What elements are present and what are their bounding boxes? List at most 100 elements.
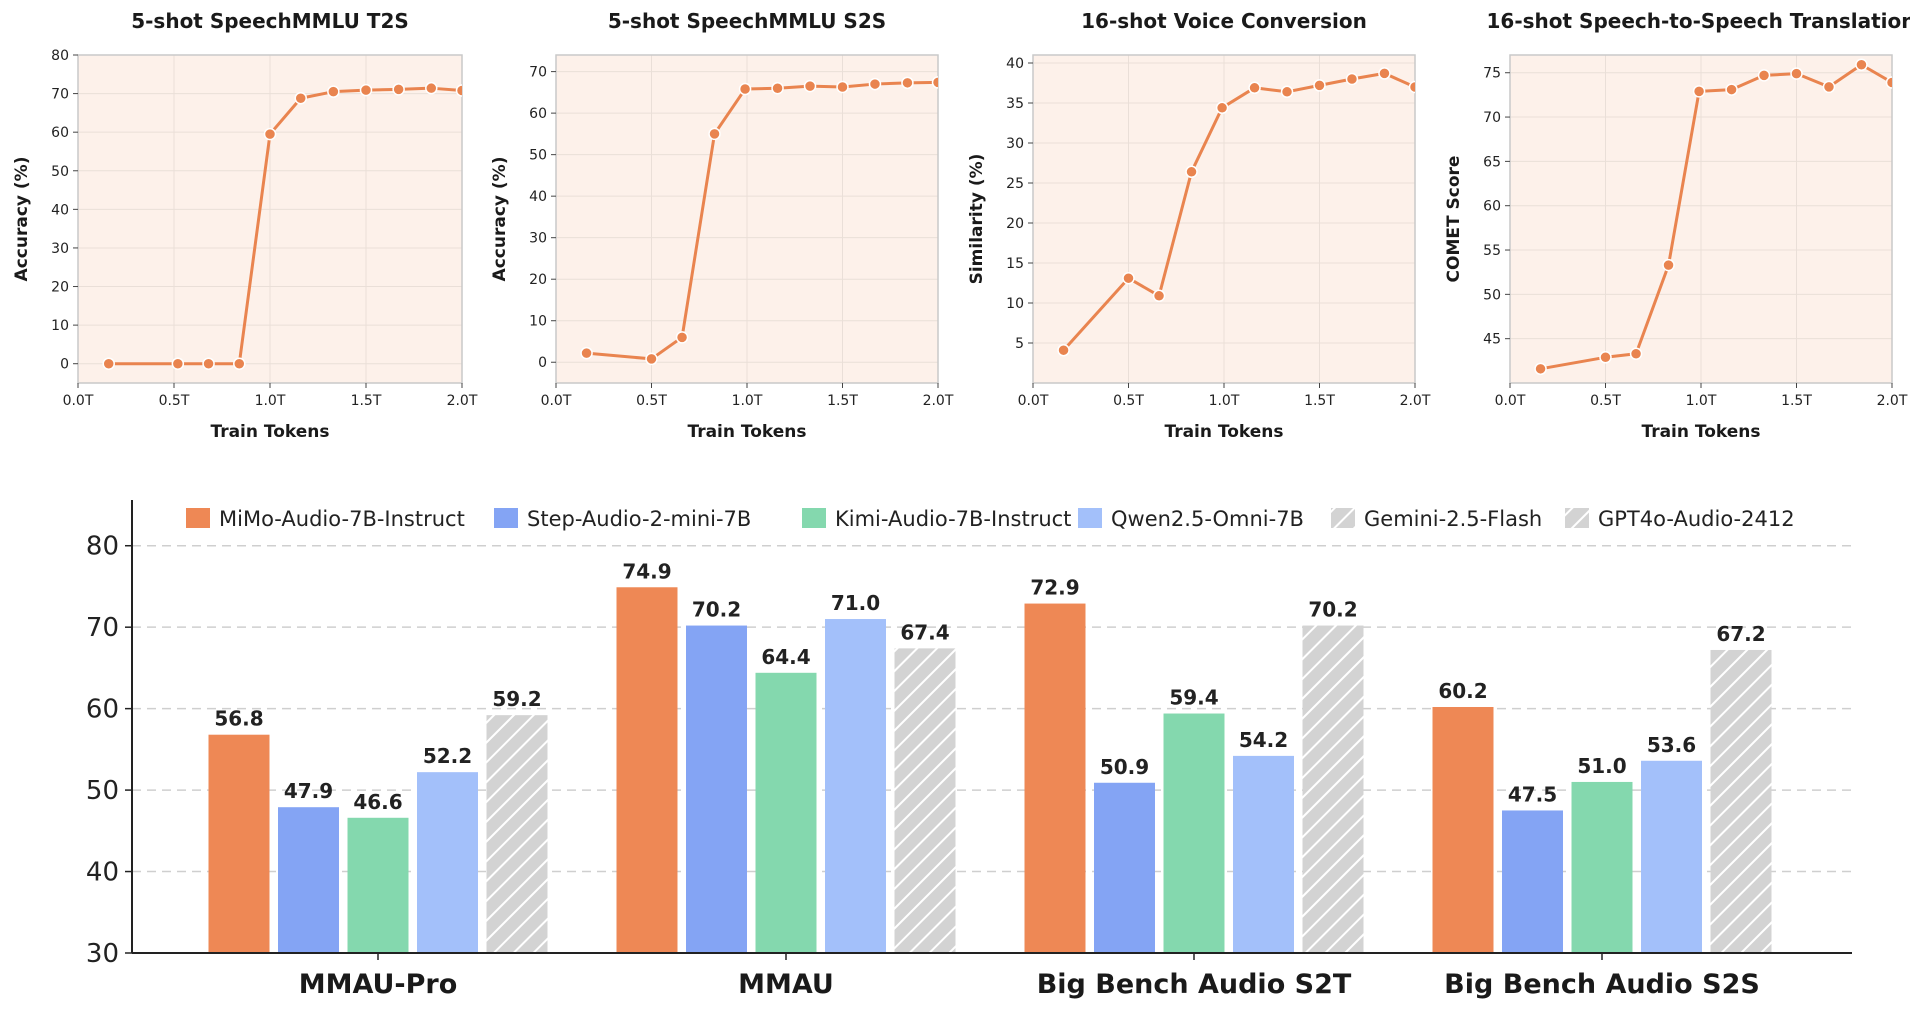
data-point [738, 82, 752, 96]
x-tick-label: 2.0T [447, 393, 478, 409]
bar-panel: 30 40 50 60 70 80 56.8 47.9 46.6 52.2 59.2 MMAU-Pro… [86, 500, 1852, 1000]
data-point [171, 357, 185, 370]
data-point [1885, 76, 1892, 89]
y-tick-label: 50 [86, 776, 119, 806]
legend-swatch [1565, 508, 1589, 528]
data-point [1534, 362, 1547, 376]
data-point [1855, 58, 1868, 72]
y-axis-label: Accuracy (%) [12, 157, 32, 282]
x-tick-label: 0.0T [541, 393, 572, 409]
legend-label: MiMo-Audio-7B-Instruct [219, 507, 465, 531]
y-tick-label: 0 [538, 355, 547, 371]
y-tick-label: 30 [51, 241, 69, 257]
data-point [1378, 67, 1391, 80]
data-point [1599, 351, 1612, 364]
y-tick-label: 20 [51, 280, 69, 296]
bar-value-label: 59.2 [492, 687, 541, 711]
data-point [1248, 81, 1261, 95]
bar [417, 772, 478, 953]
y-tick-label: 70 [51, 87, 69, 103]
category-label: MMAU [738, 969, 834, 1000]
data-point [1662, 258, 1675, 272]
legend-label: Step-Audio-2-mini-7B [527, 507, 751, 531]
legend-label: Qwen2.5-Omni-7B [1111, 507, 1304, 531]
bar [686, 625, 747, 953]
data-point [1185, 165, 1198, 179]
y-tick-label: 65 [1483, 154, 1501, 170]
y-tick-label: 30 [86, 939, 119, 969]
data-point [359, 83, 373, 97]
x-tick-label: 2.0T [1877, 393, 1908, 409]
bar-value-label: 60.2 [1438, 679, 1487, 703]
x-tick-label: 1.0T [255, 393, 286, 409]
legend-swatch [1331, 508, 1355, 528]
data-point [771, 81, 784, 95]
bar [755, 672, 817, 953]
bar-value-label: 74.9 [622, 559, 671, 583]
bar [278, 807, 339, 953]
x-tick-label: 0.0T [1495, 393, 1526, 409]
data-point [1692, 85, 1706, 98]
legend-swatch [186, 508, 210, 528]
data-point [931, 76, 938, 89]
bar-value-label: 72.9 [1030, 576, 1079, 600]
bar-value-label: 70.2 [692, 598, 741, 622]
chart-title: 5-shot SpeechMMLU T2S [131, 9, 409, 33]
y-tick-label: 25 [1006, 176, 1024, 192]
category-label: Big Bench Audio S2S [1444, 969, 1760, 1000]
y-tick-label: 60 [51, 125, 69, 141]
bar [1024, 603, 1086, 953]
series-group [102, 81, 462, 370]
line-chart-3: 5 10 15 20 25 30 35 40 0.0T 0.5T 1.0T 1.5T 2.0T 16-sh… [967, 9, 1431, 442]
x-tick-label: 0.5T [1590, 393, 1621, 409]
data-point [868, 77, 882, 91]
legend-swatch [802, 508, 826, 528]
bar-value-label: 67.2 [1716, 622, 1765, 646]
y-tick-label: 45 [1483, 332, 1501, 348]
data-point [1057, 343, 1070, 357]
chart-title: 16-shot Voice Conversion [1081, 9, 1367, 33]
data-point [803, 79, 817, 93]
x-tick-label: 2.0T [1400, 393, 1431, 409]
category-label: MMAU-Pro [299, 969, 458, 1000]
y-axis-label: Similarity (%) [967, 154, 987, 285]
data-point [836, 80, 849, 94]
legend-swatch [494, 508, 518, 528]
bar-value-label: 54.2 [1239, 728, 1288, 752]
data-point [327, 85, 340, 98]
x-tick-label: 0.5T [159, 393, 190, 409]
y-tick-label: 40 [1006, 56, 1024, 72]
bar [347, 817, 409, 953]
line-chart-2: 0 10 20 30 40 50 60 70 0.0T 0.5T 1.0T 1.5T 2.0T 5-sho… [490, 9, 954, 442]
y-axis-label: COMET Score [1444, 156, 1464, 283]
chart-title: 16-shot Speech-to-Speech Translation [1487, 9, 1910, 33]
bar [894, 648, 956, 953]
y-tick-label: 70 [86, 613, 119, 643]
bar [1641, 760, 1702, 953]
bar [1432, 707, 1494, 953]
x-axis-label: Train Tokens [687, 422, 806, 442]
data-point [1122, 271, 1135, 285]
bar-value-label: 70.2 [1308, 598, 1357, 622]
bar [1502, 810, 1563, 953]
y-tick-label: 10 [51, 318, 69, 334]
bar-value-label: 46.6 [353, 790, 402, 814]
legend: MiMo-Audio-7B-Instruct Step-Audio-2-mini-… [186, 507, 1795, 531]
y-tick-label: 50 [51, 164, 69, 180]
data-point [708, 127, 721, 141]
data-point [1790, 67, 1803, 80]
y-tick-label: 80 [51, 48, 69, 64]
x-tick-label: 1.5T [1304, 393, 1335, 409]
legend-label: Kimi-Audio-7B-Instruct [835, 507, 1071, 531]
bar-group-3: 60.2 47.5 51.0 53.6 67.2 Big Bench Audio S2S [1432, 622, 1772, 1000]
y-tick-label: 0 [60, 357, 69, 373]
y-tick-label: 10 [529, 314, 547, 330]
bar-value-label: 47.9 [284, 779, 333, 803]
bar-value-label: 53.6 [1647, 733, 1696, 757]
x-axis-label: Train Tokens [1164, 422, 1283, 442]
y-tick-label: 20 [1006, 216, 1024, 232]
y-tick-label: 15 [1006, 256, 1024, 272]
y-tick-label: 30 [1006, 136, 1024, 152]
x-tick-label: 1.0T [1209, 393, 1240, 409]
